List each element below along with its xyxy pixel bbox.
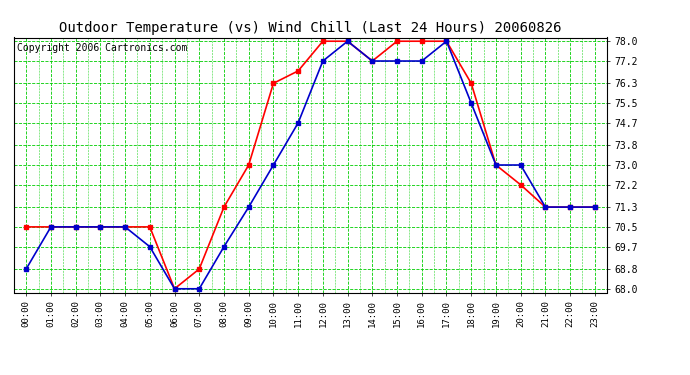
Text: Copyright 2006 Cartronics.com: Copyright 2006 Cartronics.com (17, 43, 187, 52)
Title: Outdoor Temperature (vs) Wind Chill (Last 24 Hours) 20060826: Outdoor Temperature (vs) Wind Chill (Las… (59, 21, 562, 35)
